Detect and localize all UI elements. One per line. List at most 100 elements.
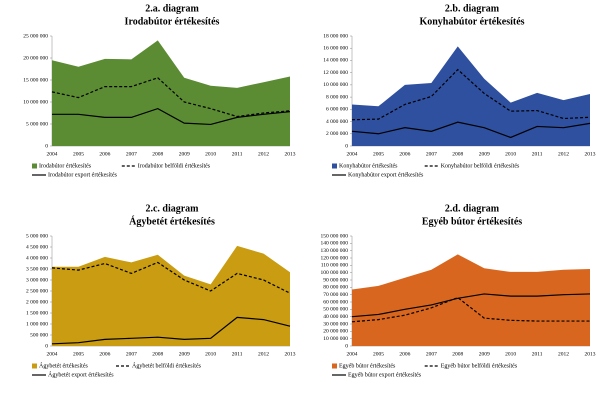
x-tick-label: 2007 [426,151,437,157]
panel: 2.d. diagram Egyéb bútor értékesítés 010 0… [321,203,596,378]
x-tick-label: 2012 [558,351,569,357]
legend-label: Egyéb bútor értékesítés [339,363,396,369]
x-tick-label: 2007 [126,151,137,157]
x-tick-label: 2005 [373,351,384,357]
x-tick-label: 2009 [179,351,190,357]
y-tick-label: 70 000 000 [323,292,348,298]
legend-swatch [32,363,37,369]
legend-label: Konyhabútor értékesítés [339,163,398,169]
legend-swatch [32,163,37,169]
x-tick-label: 2008 [152,351,163,357]
x-tick-label: 2012 [258,351,269,357]
y-tick-label: 50 000 000 [323,307,348,313]
y-tick-label: 60 000 000 [323,299,348,305]
line [351,293,591,318]
legend-label: Irodabútor export értékesítés [48,172,118,178]
x-tick-label: 2005 [73,351,84,357]
x-tick-label: 2013 [585,351,596,357]
x-tick-label: 2006 [99,151,110,157]
x-tick-label: 2012 [558,151,569,157]
y-tick-label: 0 [45,343,48,349]
y-tick-label: 1 000 000 [26,321,48,327]
x-tick-label: 2010 [505,351,516,357]
x-tick-label: 2009 [479,351,490,357]
y-tick-label: 120 000 000 [321,255,349,261]
x-tick-label: 2013 [585,151,596,157]
chart-title: 2.d. diagram [445,203,500,214]
x-tick-label: 2011 [232,151,243,157]
x-tick-label: 2008 [452,351,463,357]
y-tick-label: 8 000 000 [326,94,348,100]
y-tick-label: 40 000 000 [323,314,348,320]
line [52,107,291,126]
legend-label: Konyhabútor export értékesítés [348,172,424,178]
area [352,254,590,346]
y-tick-label: 130 000 000 [321,248,349,254]
x-tick-label: 2011 [532,151,543,157]
legend-label: Irodabútor értékesítés [39,163,92,169]
line [51,316,291,345]
line [351,68,591,121]
y-tick-label: 30 000 000 [323,321,348,327]
y-tick-label: 12 000 000 [323,70,348,76]
y-tick-label: 16 000 000 [323,45,348,51]
chart-title: 2.a. diagram [145,3,199,14]
x-tick-label: 2007 [426,351,437,357]
y-tick-label: 0 [345,143,348,149]
legend-label: Ágybetét értékesítés [39,361,88,369]
x-tick-label: 2006 [399,351,410,357]
legend-label: Ágybetét export értékesítés [48,370,114,378]
y-tick-label: 15 000 000 [23,77,48,83]
y-tick-label: 4 500 000 [26,244,48,250]
x-tick-label: 2009 [479,151,490,157]
chart-subtitle: Egyéb bútor értékesítés [422,216,522,227]
line [351,121,591,139]
x-tick-label: 2004 [47,151,58,157]
y-tick-label: 90 000 000 [323,277,348,283]
x-tick-label: 2011 [532,351,543,357]
y-tick-label: 2 000 000 [26,299,48,305]
x-tick-label: 2004 [347,151,358,157]
legend-label: Egyéb bútor export értékesítés [348,372,422,378]
x-tick-label: 2013 [285,351,296,357]
y-tick-label: 6 000 000 [326,107,348,113]
legend-label: Irodabútor belföldi értékesítés [138,162,211,169]
y-tick-label: 10 000 000 [323,82,348,88]
x-tick-label: 2005 [73,151,84,157]
y-tick-label: 4 000 000 [26,255,48,261]
line [51,77,291,118]
y-tick-label: 3 500 000 [26,266,48,272]
legend-label: Konyhabútor belföldi értékesítés [441,162,520,169]
area [352,46,590,147]
y-tick-label: 100 000 000 [321,270,349,276]
y-tick-label: 500 000 [30,332,48,338]
y-tick-label: 0 [45,143,48,149]
legend-label: Ágybetét belföldi értékesítés [132,361,202,369]
chart-title: 2.c. diagram [145,203,199,214]
y-tick-label: 20 000 000 [323,329,348,335]
y-tick-label: 140 000 000 [321,241,349,247]
chart-subtitle: Konyhabútor értékesítés [419,16,524,27]
legend-swatch [332,363,337,369]
legend-label: Egyéb bútor belföldi értékesítés [441,362,518,369]
y-tick-label: 1 500 000 [26,310,48,316]
y-tick-label: 20 000 000 [23,55,48,61]
y-tick-label: 25 000 000 [23,33,48,39]
y-tick-label: 0 [345,343,348,349]
x-tick-label: 2004 [47,351,58,357]
x-tick-label: 2004 [347,351,358,357]
area [52,245,290,346]
y-tick-label: 2 500 000 [26,288,48,294]
x-tick-label: 2006 [99,351,110,357]
x-tick-label: 2011 [232,351,243,357]
y-tick-label: 3 000 000 [26,277,48,283]
x-tick-label: 2007 [126,351,137,357]
y-tick-label: 5 000 000 [26,121,48,127]
x-tick-label: 2008 [152,151,163,157]
y-tick-label: 110 000 000 [321,263,349,269]
y-tick-label: 150 000 000 [321,233,349,239]
x-tick-label: 2012 [258,151,269,157]
x-tick-label: 2010 [205,351,216,357]
y-tick-label: 4 000 000 [326,119,348,125]
